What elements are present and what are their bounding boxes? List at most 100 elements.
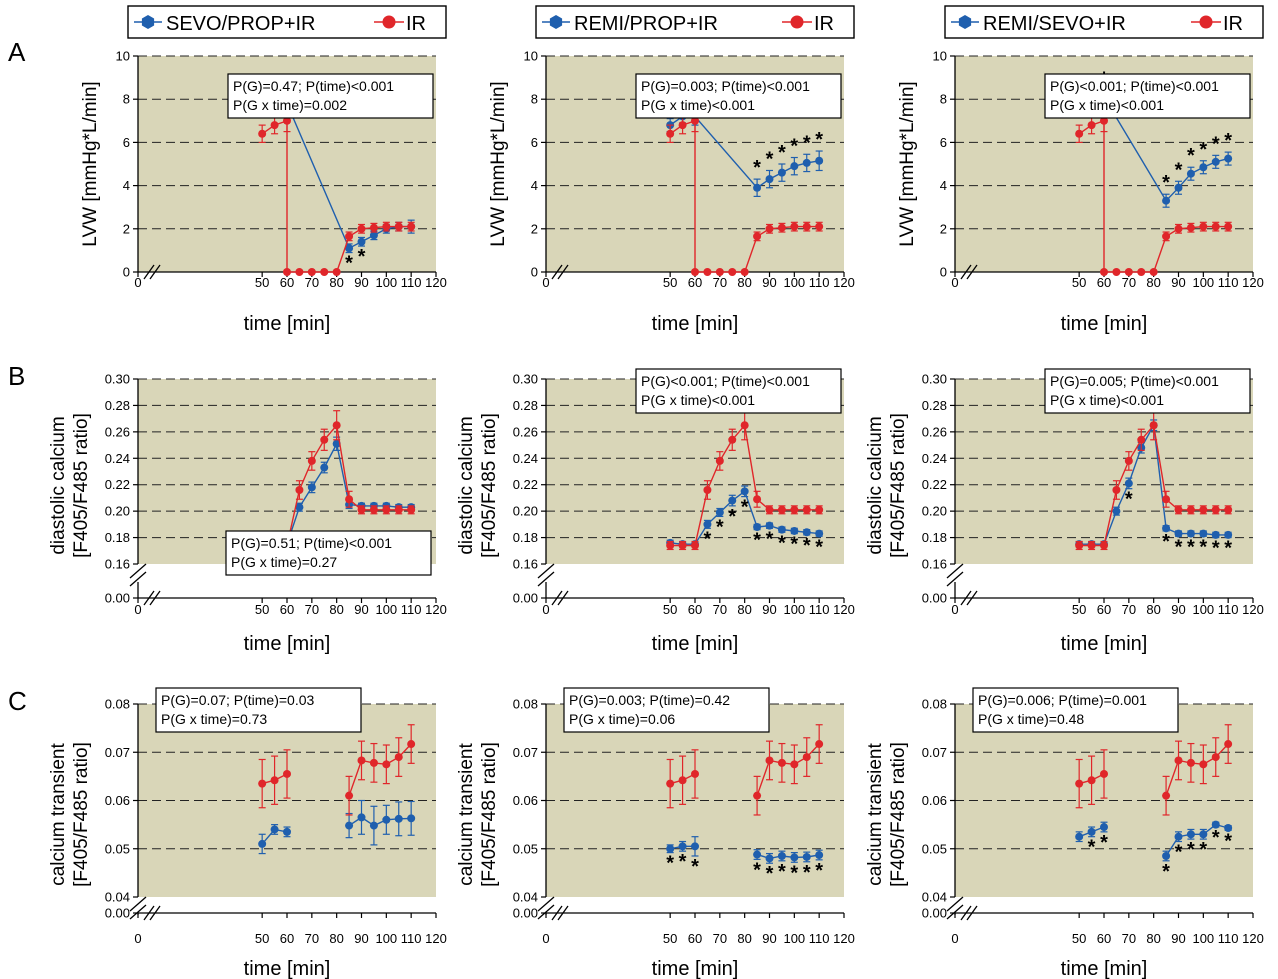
- data-point: [1199, 222, 1208, 231]
- series-control: [666, 410, 824, 551]
- stats-box: [635, 73, 842, 119]
- legend-control-label: IR: [406, 13, 426, 35]
- data-point: [777, 168, 786, 177]
- x-tick-label: 110: [1218, 931, 1239, 946]
- y-axis-title: diastolic calcium [F405/F485 ratio]: [48, 413, 92, 558]
- stats-annotation: P(G)=0.07; P(time)=0.03 P(G x time)=0.73: [155, 687, 362, 733]
- x-tick-label: 0: [542, 602, 549, 617]
- y-axis-title: LVW [mmHg*L/min]: [80, 81, 101, 246]
- y-tick-label: 0.00: [105, 591, 130, 606]
- legend-group-marker: [549, 15, 563, 29]
- series-control: [1075, 109, 1233, 276]
- data-point: [765, 175, 774, 184]
- data-point: [815, 529, 824, 538]
- y-tick-label: 0.07: [513, 745, 538, 760]
- y-tick-label: 0.07: [922, 745, 947, 760]
- x-tick-label: 120: [1242, 602, 1264, 617]
- x-break-mark: [143, 590, 155, 606]
- x-break-mark: [960, 905, 972, 921]
- y-tick-label: 4: [123, 178, 130, 193]
- significance-star: *: [803, 535, 811, 557]
- x-tick-label: 120: [1242, 275, 1264, 290]
- y-tick-label: 0.26: [922, 424, 947, 439]
- legend-control-marker: [790, 15, 804, 29]
- data-point: [715, 456, 724, 465]
- data-point: [394, 505, 403, 514]
- x-tick-label: 110: [809, 602, 830, 617]
- significance-star: *: [753, 530, 761, 552]
- data-point: [753, 850, 762, 859]
- y-tick-label: 0.24: [105, 451, 130, 466]
- x-tick-label: 120: [425, 602, 447, 617]
- significance-star: *: [753, 859, 761, 881]
- x-break-mark: [149, 590, 161, 606]
- data-point: [369, 821, 378, 830]
- data-point: [1186, 223, 1195, 232]
- y-tick-label: 0.18: [513, 530, 538, 545]
- x-tick-label: 90: [762, 931, 776, 946]
- data-point: [777, 525, 786, 534]
- series-control: [666, 109, 824, 276]
- data-point: [295, 486, 304, 494]
- legend-1: SEVO/PROP+IR IR: [127, 5, 447, 39]
- significance-star: *: [1175, 159, 1183, 181]
- stats-annotation: P(G)=0.003; P(time)=0.42 P(G x time)=0.06: [563, 687, 770, 733]
- x-tick-label: 0: [951, 931, 958, 946]
- data-point: [1100, 116, 1108, 125]
- stats-line: P(G x time)=0.06: [569, 711, 675, 727]
- data-point: [815, 851, 824, 860]
- stats-box: [1044, 73, 1251, 119]
- x-tick-label: 0: [542, 275, 549, 290]
- significance-star: *: [1199, 839, 1207, 861]
- data-point: [802, 158, 811, 167]
- y-tick-label: 0.05: [922, 841, 947, 856]
- y-tick-label: 0.20: [922, 504, 947, 519]
- significance-star: *: [704, 528, 712, 550]
- data-point: [1211, 157, 1220, 166]
- y-axis-title-line: diastolic calcium: [48, 416, 69, 554]
- series-group: *********: [666, 836, 824, 885]
- x-tick-label: 100: [783, 931, 805, 946]
- y-axis-title-line: [F405/F485 ratio]: [71, 413, 92, 558]
- y-axis-title-line: [F405/F485 ratio]: [888, 413, 909, 558]
- data-point: [1100, 268, 1108, 276]
- data-point: [1100, 769, 1108, 778]
- data-point: [740, 268, 749, 276]
- y-axis-title-line: [F405/F485 ratio]: [479, 413, 500, 558]
- y-tick-label: 0.00: [922, 906, 947, 921]
- significance-star: *: [778, 142, 786, 164]
- stats-annotation: P(G)<0.001; P(time)<0.001 P(G x time)<0.0…: [1044, 73, 1251, 119]
- axis-break-mark: [537, 904, 555, 920]
- x-break-mark: [551, 905, 563, 921]
- data-point: [320, 463, 329, 472]
- data-point: [1224, 824, 1233, 833]
- chart-b1: 0.00 0.16 0.18 0.20 0.22 0.24 0.26 0.28 0.30 0 50 6…: [48, 372, 447, 656]
- x-tick-label: 60: [1097, 931, 1111, 946]
- x-break-mark: [966, 264, 978, 280]
- data-point: [1224, 222, 1233, 231]
- x-tick-label: 0: [134, 602, 141, 617]
- stats-line: P(G)<0.001; P(time)<0.001: [1050, 78, 1219, 94]
- y-axis-title-line: calcium transient: [456, 743, 477, 886]
- x-tick-label: 90: [762, 275, 776, 290]
- y-tick-label: 0.18: [105, 530, 130, 545]
- data-point: [691, 268, 699, 276]
- data-point: [270, 121, 279, 130]
- x-tick-label: 110: [1218, 602, 1239, 617]
- y-tick-label: 0.28: [105, 398, 130, 413]
- x-tick-label: 100: [1192, 275, 1214, 290]
- chart-b2: 0.00 0.16 0.18 0.20 0.22 0.24 0.26 0.28 0.30 0 50 6…: [456, 368, 855, 655]
- data-point: [394, 814, 403, 823]
- y-tick-label: 10: [524, 49, 538, 64]
- x-tick-label: 50: [255, 275, 269, 290]
- y-tick-label: 0.28: [922, 398, 947, 413]
- axis-break-mark: [537, 563, 555, 579]
- significance-star: *: [1100, 832, 1108, 854]
- legend-3: REMI/SEVO+IR IR: [944, 5, 1264, 39]
- stats-annotation: P(G)=0.47; P(time)<0.001 P(G x time)=0.00…: [227, 73, 434, 119]
- data-point: [357, 756, 366, 765]
- x-break-mark: [960, 264, 972, 280]
- data-point: [777, 758, 786, 767]
- y-tick-label: 0.08: [513, 697, 538, 712]
- y-tick-label: 0.26: [513, 424, 538, 439]
